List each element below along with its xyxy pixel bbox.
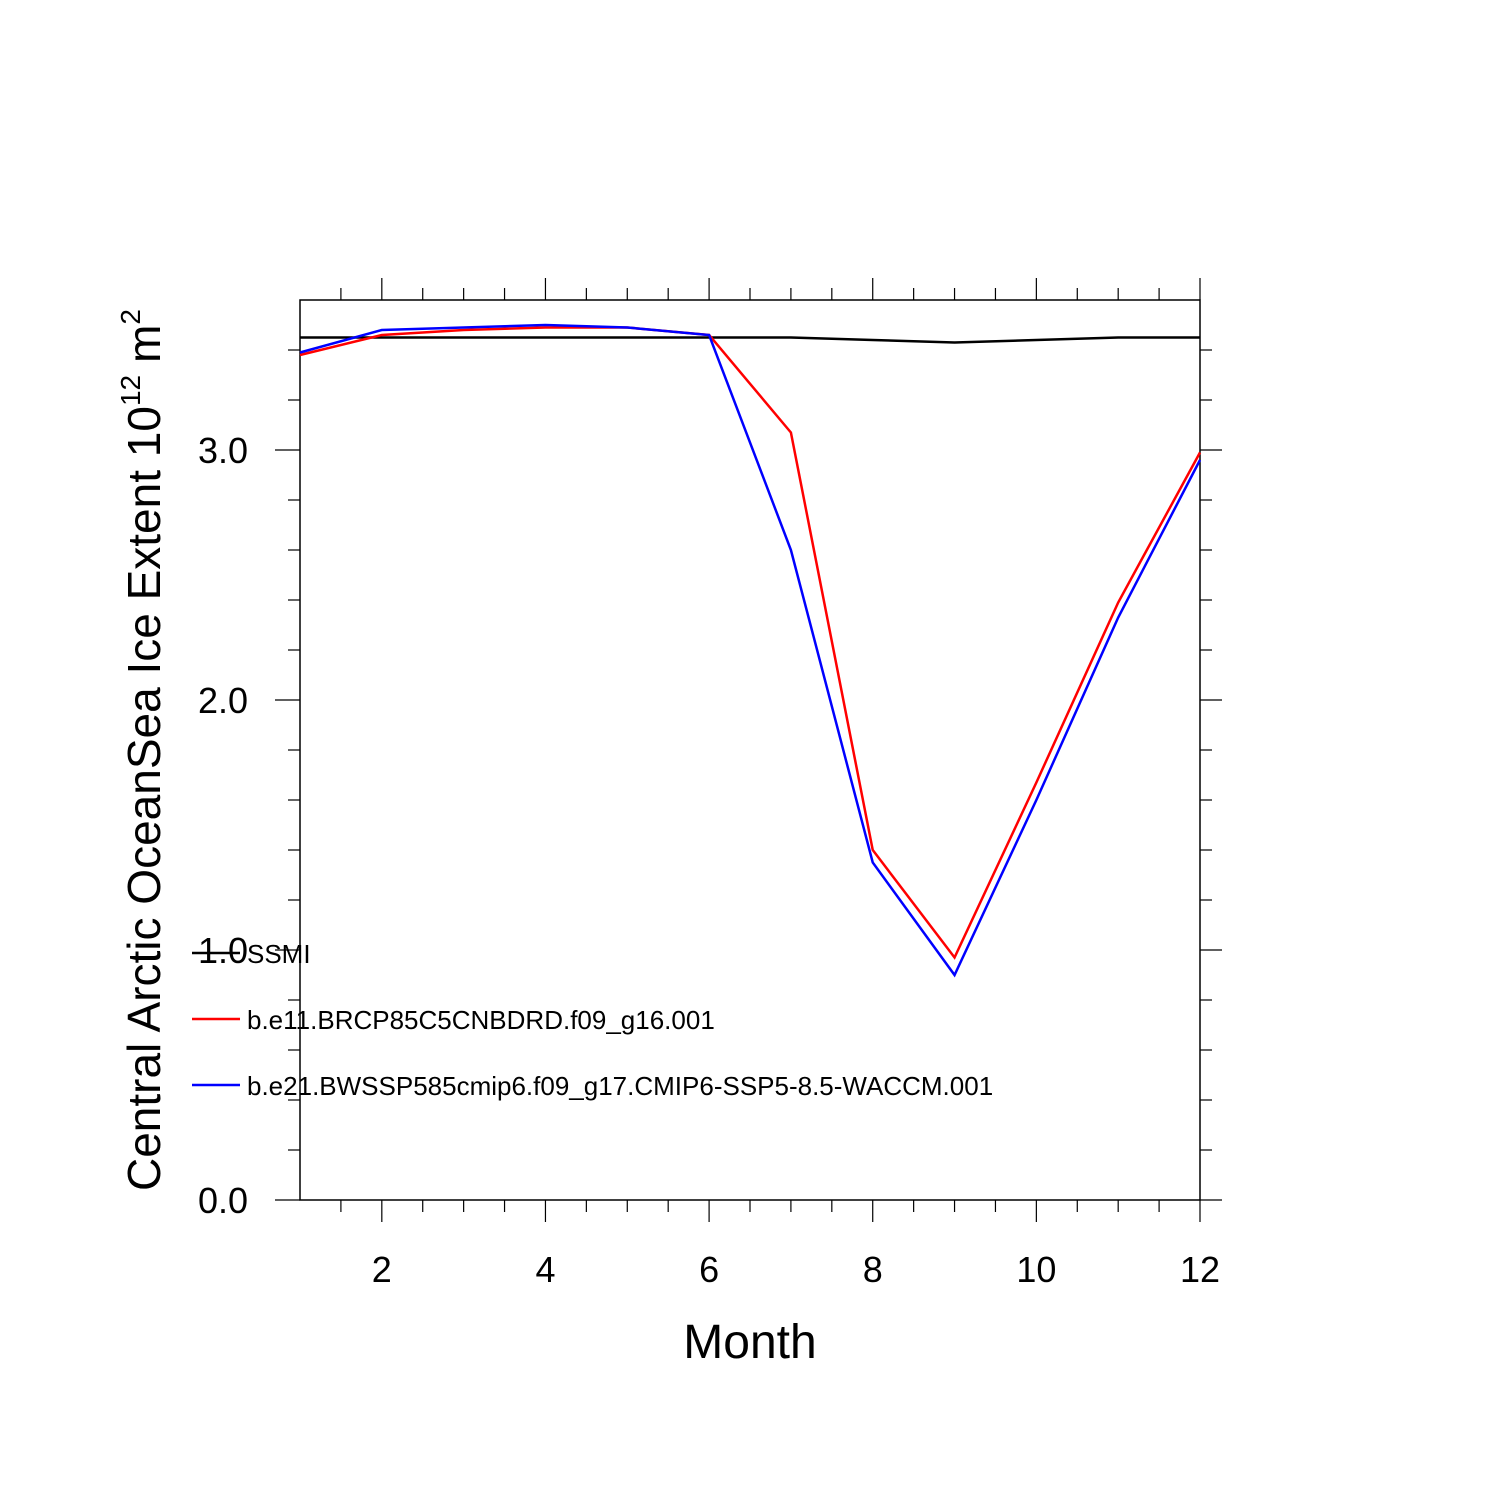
x-tick-label: 4 xyxy=(535,1249,555,1290)
series-line xyxy=(299,323,1202,978)
legend-label: SSMI xyxy=(247,939,311,969)
y-title-unit-exponent: 2 xyxy=(115,309,146,325)
series-line xyxy=(300,336,1200,344)
y-tick-label: 3.0 xyxy=(198,430,248,471)
x-tick-label: 2 xyxy=(372,1249,392,1290)
x-tick-label: 10 xyxy=(1016,1249,1056,1290)
x-tick-label: 8 xyxy=(863,1249,883,1290)
y-tick-label: 2.0 xyxy=(198,680,248,721)
y-title-exponent: 12 xyxy=(115,375,146,406)
y-title-text: Central Arctic OceanSea Ice Extent 10 xyxy=(118,406,170,1191)
y-title-unit: m xyxy=(118,325,170,363)
legend-label: b.e21.BWSSP585cmip6.f09_g17.CMIP6-SSP5-8… xyxy=(247,1071,993,1101)
legend-label: b.e11.BRCP85C5CNBDRD.f09_g16.001 xyxy=(247,1005,715,1035)
y-tick-label: 1.0 xyxy=(198,930,248,971)
x-tick-label: 6 xyxy=(699,1249,719,1290)
y-tick-label: 0.0 xyxy=(198,1180,248,1221)
y-axis-title: Central Arctic OceanSea Ice Extent 1012 m… xyxy=(115,309,170,1191)
series-line xyxy=(299,326,1202,960)
x-axis-title: Month xyxy=(683,1316,816,1369)
plot-frame xyxy=(299,299,1201,1201)
x-tick-label: 12 xyxy=(1180,1249,1220,1290)
